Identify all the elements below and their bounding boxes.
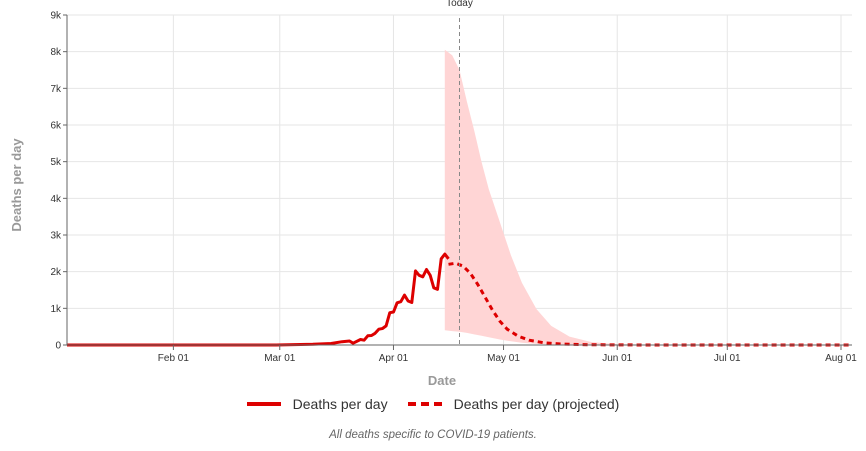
today-marker: Today — [446, 0, 473, 345]
legend-item-actual[interactable]: Deaths per day — [246, 396, 388, 412]
x-tick-label: Aug 01 — [825, 353, 857, 364]
legend-label-actual: Deaths per day — [292, 396, 388, 412]
uncertainty-band-layer — [444, 49, 687, 346]
axes: 0 1k 2k 3k 4k 5k 6k 7k 8k 9k Feb 01 Mar 01 Apr 01 May… — [50, 11, 857, 365]
legend-label-projected: Deaths per day (projected) — [453, 396, 620, 412]
x-axis-title: Date — [428, 373, 456, 388]
legend: Deaths per day Deaths per day (projected… — [0, 396, 866, 412]
y-tick-label: 9k — [50, 11, 62, 22]
y-tick-label: 1k — [50, 304, 62, 315]
series-line-projected — [448, 261, 852, 347]
y-tick-label: 3k — [50, 231, 62, 242]
series-layer — [67, 252, 852, 347]
legend-item-projected[interactable]: Deaths per day (projected) — [407, 396, 620, 412]
footnote: All deaths specific to COVID-19 patients… — [329, 429, 537, 441]
today-label: Today — [446, 0, 473, 9]
legend-swatch-dashed — [407, 402, 442, 406]
x-tick-label: May 01 — [487, 353, 520, 364]
deaths-chart: 0 1k 2k 3k 4k 5k 6k 7k 8k 9k Feb 01 Mar 01 Apr 01 May… — [9, 0, 857, 388]
series-line-actual — [67, 252, 450, 347]
x-tick-label: Mar 01 — [264, 353, 296, 364]
y-tick-label: 2k — [50, 267, 62, 278]
x-tick-label: Apr 01 — [379, 353, 409, 364]
y-tick-label: 6k — [50, 121, 62, 132]
y-axis-title: Deaths per day — [9, 138, 24, 232]
y-tick-label: 4k — [50, 194, 62, 205]
legend-swatch-solid — [246, 402, 281, 406]
x-tick-label: Jun 01 — [602, 353, 632, 364]
y-tick-label: 8k — [50, 47, 62, 58]
uncertainty-band — [444, 49, 687, 346]
x-tick-label: Jul 01 — [714, 353, 741, 364]
y-tick-label: 7k — [50, 84, 62, 95]
y-tick-label: 5k — [50, 157, 62, 168]
y-tick-label: 0 — [55, 341, 61, 352]
x-tick-label: Feb 01 — [158, 353, 190, 364]
